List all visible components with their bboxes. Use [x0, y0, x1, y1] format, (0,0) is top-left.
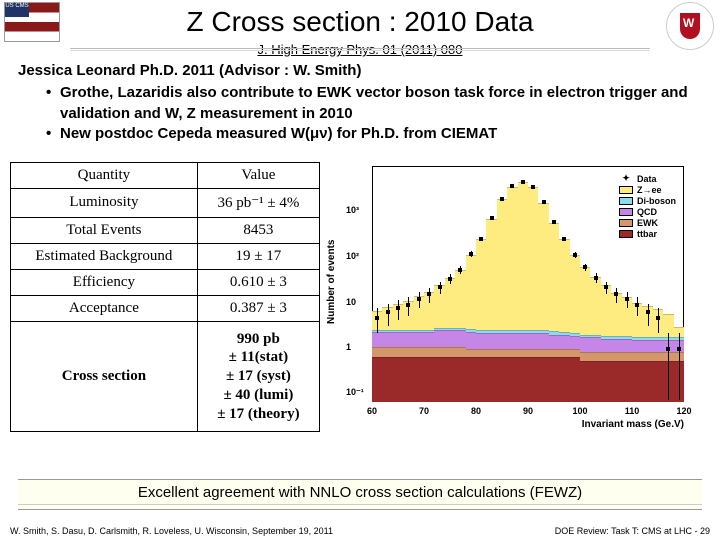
caption-box: Excellent agreement with NNLO cross sect… [18, 479, 702, 510]
table-row: Total Events8453 [11, 217, 320, 243]
title-underline [70, 48, 650, 49]
results-table: QuantityValue Luminosity36 pb⁻¹ ± 4% Tot… [10, 162, 320, 432]
footer: W. Smith, S. Dasu, D. Carlsmith, R. Love… [10, 526, 710, 536]
chart-legend: ✦DataZ→eeDi-bosonQCDEWKttbar [615, 170, 680, 242]
table-row-cross: Cross section 990 pb ± 11(stat) ± 17 (sy… [11, 322, 320, 432]
invariant-mass-histogram: Number of events Invariant mass (Ge.V) ✦… [328, 162, 688, 432]
th-value: Value [197, 163, 319, 189]
table-row: Estimated Background19 ± 17 [11, 243, 320, 269]
bullet-2: New postdoc Cepeda measured W(μν) for Ph… [46, 124, 702, 144]
table-row: Luminosity36 pb⁻¹ ± 4% [11, 189, 320, 217]
table-row: Efficiency0.610 ± 3 [11, 269, 320, 295]
th-quantity: Quantity [11, 163, 198, 189]
uscms-text: US CMS [5, 3, 29, 17]
uscms-logo: US CMS [4, 2, 60, 42]
bullet-1: Grothe, Lazaridis also contribute to EWK… [46, 83, 702, 124]
body-text: Jessica Leonard Ph.D. 2011 (Advisor : W.… [0, 57, 720, 144]
chart-xlabel: Invariant mass (Ge.V) [582, 419, 684, 430]
cross-section-value: 990 pb ± 11(stat) ± 17 (syst) ± 40 (lumi… [197, 322, 319, 432]
footer-page: DOE Review: Task T: CMS at LHC - 29 [555, 526, 710, 536]
content-row: QuantityValue Luminosity36 pb⁻¹ ± 4% Tot… [0, 144, 720, 432]
lead-line: Jessica Leonard Ph.D. 2011 (Advisor : W.… [18, 61, 702, 81]
table-row: Acceptance0.387 ± 3 [11, 295, 320, 321]
slide-title: Z Cross section : 2010 Data [0, 0, 720, 38]
footer-authors: W. Smith, S. Dasu, D. Carlsmith, R. Love… [10, 526, 333, 536]
wisconsin-logo [666, 2, 714, 50]
chart-ylabel: Number of events [326, 162, 342, 402]
